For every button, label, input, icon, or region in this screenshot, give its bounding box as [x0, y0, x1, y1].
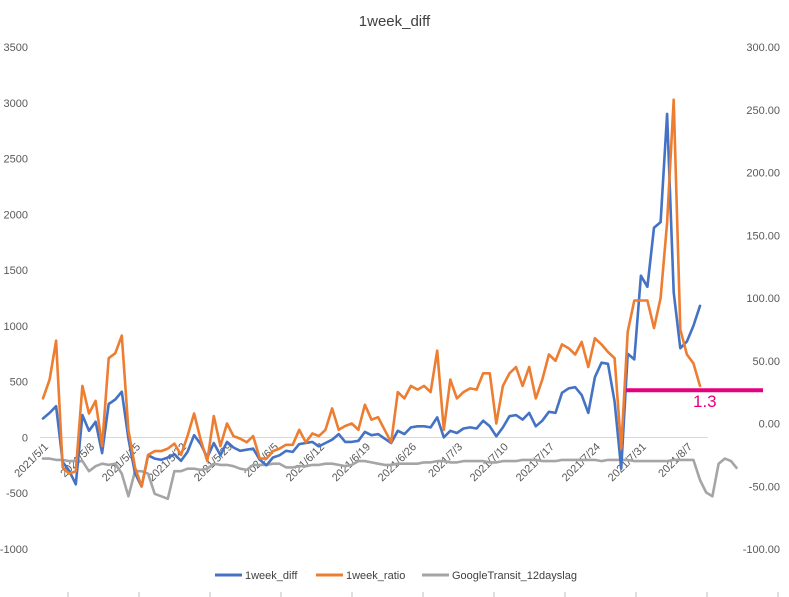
- y-tick-label: -1000: [0, 544, 28, 556]
- legend-label-google-transit: GoogleTransit_12dayslag: [452, 570, 577, 582]
- y2-tick-label: 200.00: [746, 168, 780, 180]
- series-line-googletransit-12dayslag: [41, 457, 702, 501]
- y-axis-left: 3500 3000 2500 2000 1500 1000 500 0 -500 -1000: [0, 42, 28, 556]
- y2-tick-label: -100.00: [743, 544, 780, 556]
- y-tick-label: 1500: [4, 265, 28, 277]
- x-tick-label: 2021/7/17: [514, 441, 557, 484]
- y2-tick-label: -50.00: [749, 481, 780, 493]
- y-tick-label: 3500: [4, 42, 28, 54]
- annotation-layer: 1.3: [626, 388, 763, 411]
- y2-tick-label: 0.00: [759, 419, 780, 431]
- y-tick-label: 1000: [4, 321, 28, 333]
- legend: 1week_diff 1week_ratio GoogleTransit_12d…: [215, 570, 577, 582]
- y-tick-label: -500: [6, 488, 28, 500]
- y-tick-label: 2000: [4, 209, 28, 221]
- series-layer: [41, 98, 739, 501]
- y2-tick-label: 250.00: [746, 105, 780, 117]
- x-tick-label: 2021/5/1: [12, 441, 51, 480]
- x-tick-label: 2021/7/24: [560, 441, 603, 484]
- reference-line-label: 1.3: [693, 392, 717, 411]
- y-tick-label: 0: [22, 432, 28, 444]
- x-tick-label: 2021/7/31: [606, 441, 649, 484]
- y2-tick-label: 50.00: [752, 356, 780, 368]
- y-axis-right: 300.00 250.00 200.00 150.00 100.00 50.00 0.00 -…: [743, 42, 780, 556]
- y-tick-label: 2500: [4, 154, 28, 166]
- series-line-1week-ratio: [41, 98, 702, 488]
- y2-tick-label: 150.00: [746, 230, 780, 242]
- y-tick-label: 500: [10, 377, 28, 389]
- series-line-1week-diff: [41, 112, 702, 488]
- x-tick-label: 2021/6/12: [284, 441, 327, 484]
- series-line-googletransit-tail: [698, 457, 739, 498]
- y-tick-label: 3000: [4, 98, 28, 110]
- chart-title: 1week_diff: [359, 13, 431, 30]
- y2-tick-label: 100.00: [746, 293, 780, 305]
- legend-label-1week-ratio: 1week_ratio: [346, 570, 405, 582]
- legend-label-1week-diff: 1week_diff: [245, 570, 298, 582]
- y2-tick-label: 300.00: [746, 42, 780, 54]
